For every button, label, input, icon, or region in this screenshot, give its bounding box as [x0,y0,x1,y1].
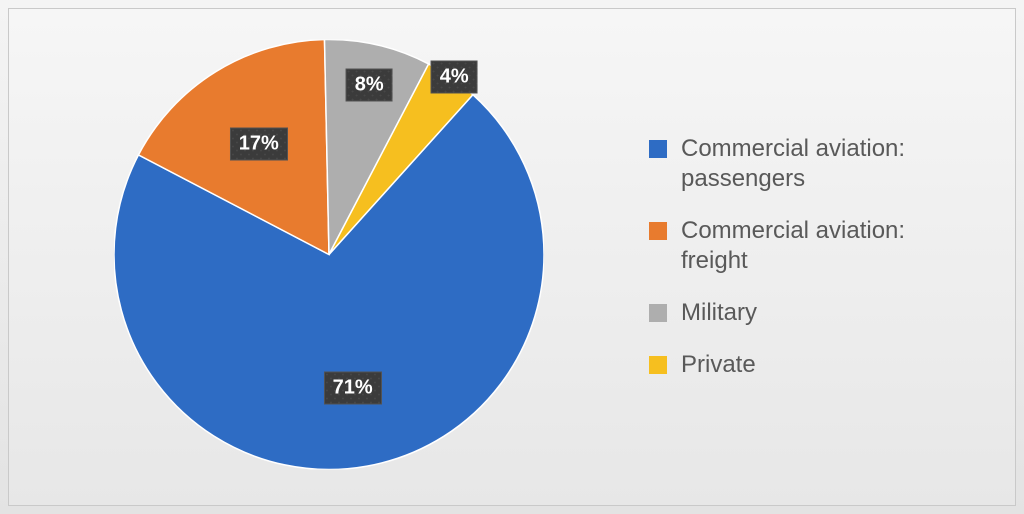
pie-chart [114,40,544,470]
legend-swatch [649,304,667,322]
legend-label: Military [681,298,757,328]
legend-item: Private [649,350,975,380]
pie-data-label: 71% [324,372,382,405]
legend-swatch [649,140,667,158]
pie-data-label: 4% [431,60,478,93]
legend-label: Commercial aviation: passengers [681,134,975,194]
pie-data-label: 17% [230,127,288,160]
legend-label: Private [681,350,756,380]
legend-item: Commercial aviation: passengers [649,134,975,194]
pie-data-label: 8% [346,69,393,102]
pie-wrap [114,40,544,475]
legend-label: Commercial aviation: freight [681,216,975,276]
chart-panel: 71% 17% 8% 4% Commercial aviation: passenge… [8,8,1016,506]
legend: Commercial aviation: passengers Commercia… [649,112,1015,402]
legend-item: Military [649,298,975,328]
legend-swatch [649,356,667,374]
outer-frame: 71% 17% 8% 4% Commercial aviation: passenge… [0,0,1024,514]
legend-swatch [649,222,667,240]
legend-item: Commercial aviation: freight [649,216,975,276]
pie-chart-area: 71% 17% 8% 4% [9,8,649,506]
